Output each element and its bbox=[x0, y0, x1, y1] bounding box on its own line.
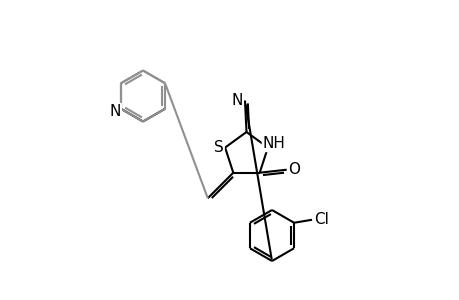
Text: S: S bbox=[214, 140, 224, 155]
Text: N: N bbox=[110, 103, 121, 118]
Text: O: O bbox=[288, 162, 300, 177]
Text: Cl: Cl bbox=[313, 212, 328, 227]
Text: NH: NH bbox=[262, 136, 285, 152]
Text: N: N bbox=[231, 93, 243, 108]
